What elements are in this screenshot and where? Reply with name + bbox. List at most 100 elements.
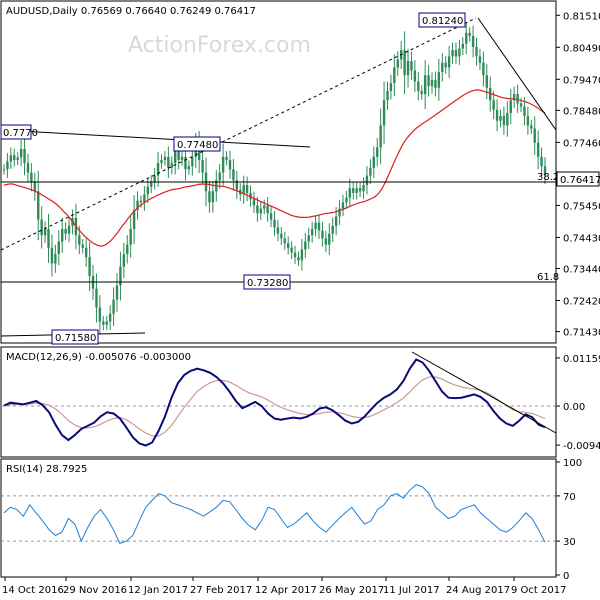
x-tick-label: 26 May 2017 xyxy=(319,585,384,596)
candle-body xyxy=(280,233,283,239)
x-tick-label: 12 Apr 2017 xyxy=(255,585,317,596)
svg-text:0.73280: 0.73280 xyxy=(247,278,288,289)
candle-body xyxy=(26,163,30,173)
candle-body xyxy=(132,210,136,229)
macd-panel-frame xyxy=(0,346,557,458)
candle-body xyxy=(304,241,307,250)
candle-body xyxy=(221,156,225,173)
candle-body xyxy=(266,205,269,214)
x-tick-label: 11 Jul 2017 xyxy=(383,585,440,596)
candle-body xyxy=(471,36,475,47)
candle-body xyxy=(382,100,386,126)
candle-body xyxy=(362,185,365,192)
candle-body xyxy=(393,67,396,84)
price-panel-frame xyxy=(0,0,557,344)
rsi-y-axis: 100 70 30 0 xyxy=(1,458,582,582)
falling-trendline xyxy=(477,17,557,131)
low-label: 0.73280 xyxy=(243,274,291,290)
candle-body xyxy=(170,163,173,168)
candle-body xyxy=(112,299,115,314)
candle-body xyxy=(536,142,540,157)
macd-main-line xyxy=(3,358,546,447)
candle-body xyxy=(269,213,273,220)
candle-body xyxy=(160,159,163,164)
candle-body xyxy=(317,222,321,231)
candle-body xyxy=(458,48,461,57)
candle-body xyxy=(509,100,512,113)
resistance-trendline xyxy=(0,129,311,148)
candle-body xyxy=(413,70,417,82)
candle-body xyxy=(259,208,263,214)
candle-body xyxy=(9,155,13,162)
rsi-tick-label: 0 xyxy=(563,571,569,582)
macd-tick-label: 0.00 xyxy=(563,402,585,413)
candle-body xyxy=(290,247,293,253)
candle-body xyxy=(30,172,33,182)
candle-body xyxy=(417,81,420,91)
candle-body xyxy=(492,100,495,110)
candle-body xyxy=(208,191,211,203)
candle-body xyxy=(37,191,40,220)
candle-body xyxy=(84,247,88,258)
candle-body xyxy=(245,185,249,193)
candle-body xyxy=(61,228,64,242)
candle-body xyxy=(526,116,530,126)
candle-body xyxy=(358,188,362,192)
price-candles xyxy=(2,22,547,334)
candle-body xyxy=(379,125,382,148)
rsi-panel-frame xyxy=(0,458,557,578)
candle-body xyxy=(146,186,150,195)
candle-body xyxy=(523,106,526,117)
macd-signal-line xyxy=(3,376,546,437)
candle-body xyxy=(352,188,355,193)
candle-body xyxy=(156,163,160,176)
candle-body xyxy=(406,61,410,76)
candle-body xyxy=(23,148,26,164)
candle-body xyxy=(50,247,54,264)
candle-body xyxy=(403,50,406,76)
candle-body xyxy=(273,219,276,228)
fib-382-label: 38.2 xyxy=(537,172,559,183)
rsi-tick-label: 100 xyxy=(563,458,582,469)
candle-body xyxy=(355,188,358,193)
candle-body xyxy=(423,75,427,95)
candle-body xyxy=(40,219,43,236)
candle-body xyxy=(365,175,369,186)
candle-body xyxy=(345,197,348,203)
candle-body xyxy=(310,228,314,236)
candle-body xyxy=(13,155,16,160)
candle-body xyxy=(441,62,444,73)
sma-line xyxy=(3,89,546,247)
candle-body xyxy=(519,103,523,107)
x-tick-label: 29 Nov 2016 xyxy=(63,585,127,596)
candle-body xyxy=(437,72,441,88)
candle-body xyxy=(499,116,502,121)
candle-body xyxy=(533,128,536,143)
x-axis: 14 Oct 2016 29 Nov 2016 12 Jan 2017 27 Feb … xyxy=(2,577,566,596)
candle-body xyxy=(218,172,221,181)
candle-body xyxy=(286,243,290,248)
candle-body xyxy=(54,254,57,264)
mid-label: 0.77480 xyxy=(173,136,221,152)
candle-body xyxy=(187,166,191,170)
macd-tick-label: -0.009408 xyxy=(563,441,600,452)
candle-body xyxy=(334,216,338,226)
candle-body xyxy=(396,59,399,68)
x-tick-label: 12 Jan 2017 xyxy=(128,585,188,596)
rsi-header: RSI(14) 28.7925 xyxy=(6,464,87,475)
svg-text:0.77480: 0.77480 xyxy=(177,140,218,151)
fib-618-label: 61.8 xyxy=(537,272,559,283)
top-left-label: 0.7770 xyxy=(0,124,38,140)
candle-body xyxy=(136,200,139,211)
candle-body xyxy=(451,50,454,57)
rsi-tick-label: 70 xyxy=(563,492,576,503)
candle-body xyxy=(348,188,352,198)
candle-body xyxy=(201,159,204,173)
